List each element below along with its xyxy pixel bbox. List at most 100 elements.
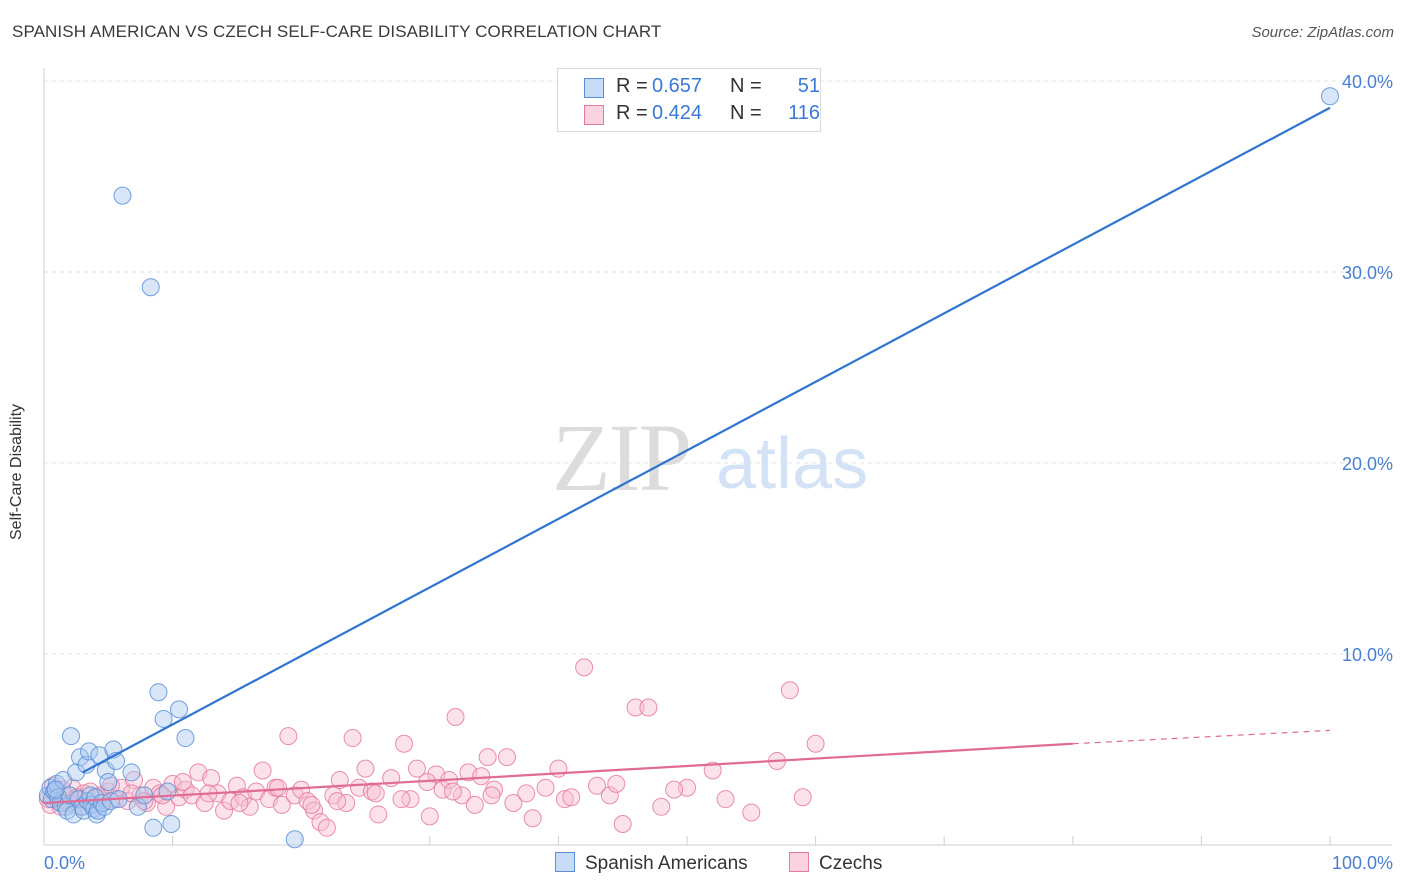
point-spanish-american [46, 780, 65, 799]
point-czech [555, 790, 574, 809]
point-czech [407, 759, 426, 778]
point-spanish-american [71, 748, 90, 767]
legend-n-label: N = [730, 102, 762, 124]
point-czech [575, 658, 594, 677]
point-czech [215, 801, 234, 820]
point-czech [401, 790, 420, 809]
x-tick-label: 100.0% [1332, 853, 1393, 873]
point-czech [523, 809, 542, 828]
point-czech [395, 734, 414, 753]
point-spanish-american [122, 763, 141, 782]
point-czech [742, 803, 761, 822]
watermark-atlas: atlas [716, 424, 868, 504]
point-spanish-american [149, 683, 168, 702]
point-czech [317, 818, 336, 837]
legend-r-value: 0.424 [652, 102, 703, 124]
point-spanish-american [170, 700, 189, 719]
point-czech [497, 748, 516, 767]
point-czech [173, 772, 192, 791]
point-spanish-american [80, 742, 99, 761]
point-czech [330, 771, 349, 790]
point-czech [613, 814, 632, 833]
point-czech [420, 807, 439, 826]
point-czech [337, 793, 356, 812]
point-czech [536, 778, 555, 797]
point-czech [806, 734, 825, 753]
point-czech [343, 729, 362, 748]
point-spanish-american [285, 830, 304, 849]
point-czech [639, 698, 658, 717]
point-spanish-american [62, 727, 81, 746]
point-czech [478, 748, 497, 767]
point-czech [626, 698, 645, 717]
point-czech [272, 795, 291, 814]
point-czech [600, 786, 619, 805]
point-spanish-american [101, 792, 120, 811]
trendline-czechs [43, 742, 1073, 805]
point-czech [703, 761, 722, 780]
legend-n-value: 51 [797, 75, 820, 97]
point-spanish-american [158, 782, 177, 801]
series-swatch-blue [555, 852, 575, 872]
y-tick-label: 10.0% [1342, 645, 1393, 665]
point-czech [443, 782, 462, 801]
bottom-legend-czechs[interactable]: Czechs [789, 852, 882, 875]
correlation-legend: R = 0.657 N = 51 R = 0.424 N = 116 [557, 68, 821, 132]
y-tick-label: 30.0% [1342, 263, 1393, 283]
legend-n-label: N = [730, 75, 762, 97]
point-czech [587, 776, 606, 795]
trendline-czechs-extension [1072, 729, 1331, 745]
point-czech [472, 767, 491, 786]
point-czech [230, 793, 249, 812]
source-label: Source: ZipAtlas.com [1251, 24, 1394, 41]
point-spanish-american [135, 786, 154, 805]
point-czech [328, 792, 347, 811]
point-czech [253, 761, 272, 780]
legend-r-label: R = [616, 102, 648, 124]
point-spanish-american [162, 814, 181, 833]
point-czech [562, 788, 581, 807]
point-czech [366, 784, 385, 803]
watermark-zip: ZIP [552, 404, 690, 511]
point-czech [780, 681, 799, 700]
y-tick-label: 40.0% [1342, 72, 1393, 92]
point-czech [452, 786, 471, 805]
point-czech [202, 769, 221, 788]
point-czech [517, 784, 536, 803]
x-tick-label: 0.0% [44, 853, 85, 873]
point-czech [356, 759, 375, 778]
point-czech [793, 788, 812, 807]
point-czech [607, 774, 626, 793]
point-czech [392, 790, 411, 809]
point-czech [446, 708, 465, 727]
point-czech [369, 805, 388, 824]
y-tick-label: 20.0% [1342, 454, 1393, 474]
series-label: Czechs [819, 853, 883, 874]
point-czech [227, 776, 246, 795]
series-label: Spanish Americans [585, 853, 748, 874]
point-spanish-american [154, 709, 173, 728]
legend-swatch-pink [584, 105, 604, 125]
series-swatch-pink [789, 852, 809, 872]
point-spanish-american [99, 772, 118, 791]
trendline-spanish-americans [82, 106, 1331, 774]
bottom-legend-spanish-americans[interactable]: Spanish Americans [555, 852, 748, 875]
point-czech [652, 797, 671, 816]
point-czech [269, 778, 288, 797]
point-spanish-american [141, 278, 160, 297]
point-spanish-american [1321, 87, 1339, 106]
legend-swatch-blue [584, 78, 604, 98]
point-czech [240, 797, 259, 816]
point-spanish-american [176, 729, 195, 748]
point-spanish-american [113, 186, 132, 205]
point-czech [302, 795, 321, 814]
legend-r-label: R = [616, 75, 648, 97]
legend-r-value: 0.657 [652, 75, 703, 97]
point-czech [465, 795, 484, 814]
point-czech [157, 797, 176, 816]
chart-title: SPANISH AMERICAN VS CZECH SELF-CARE DISA… [12, 22, 662, 41]
y-axis-label: Self-Care Disability [8, 403, 25, 540]
point-spanish-american [144, 818, 163, 837]
point-czech [716, 790, 735, 809]
point-czech [482, 786, 501, 805]
